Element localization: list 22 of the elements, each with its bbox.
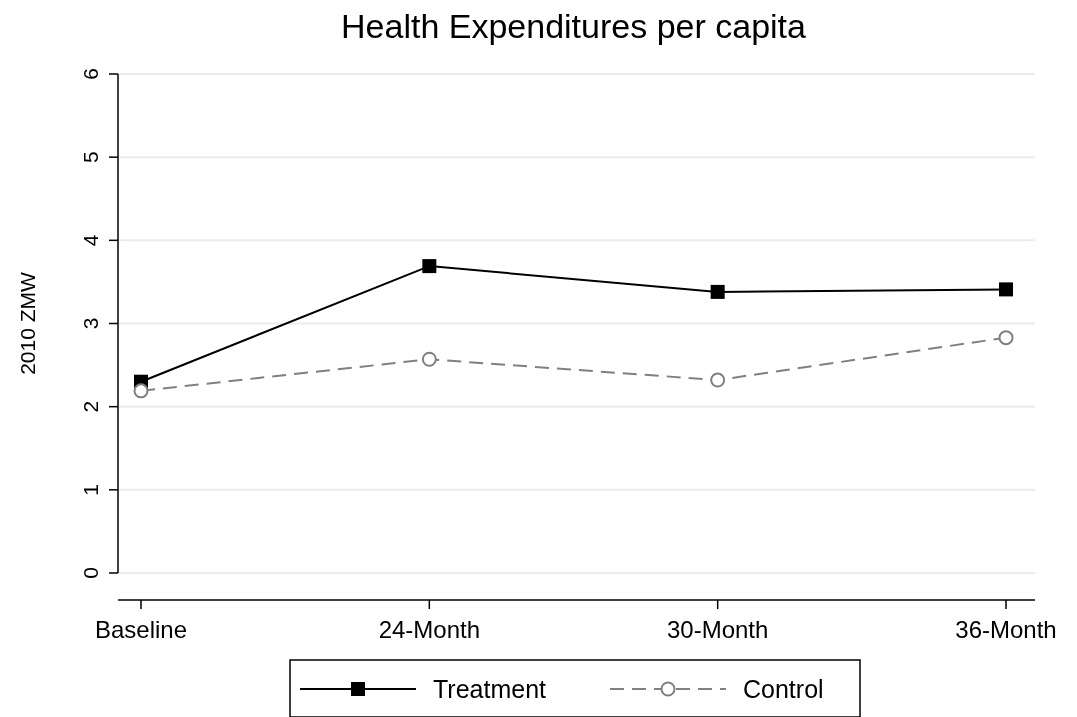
point — [422, 259, 437, 274]
chart-title: Health Expenditures per capita — [341, 7, 807, 45]
y-tick-label: 0 — [79, 567, 102, 579]
y-tick-label: 3 — [79, 317, 102, 330]
legend-label: Treatment — [433, 675, 547, 703]
y-tick-label: 5 — [79, 151, 102, 164]
x-tick-label: Baseline — [94, 616, 188, 643]
x-tick-label: 36-Month — [955, 616, 1057, 643]
x-tick-label: 24-Month — [378, 616, 481, 643]
point — [710, 284, 725, 299]
x-tick-label: 30-Month — [666, 616, 769, 643]
y-tick-label: 1 — [79, 483, 102, 496]
y-tick-label: 4 — [79, 234, 102, 247]
point — [133, 383, 149, 399]
legend-label: Control — [743, 675, 824, 703]
point — [710, 372, 726, 388]
point — [998, 330, 1014, 346]
y-tick-label: 2 — [79, 400, 102, 413]
y-axis-title: 2010 ZMW — [16, 271, 39, 375]
y-tick-label: 6 — [79, 68, 102, 80]
point — [999, 282, 1013, 297]
point — [421, 351, 437, 367]
